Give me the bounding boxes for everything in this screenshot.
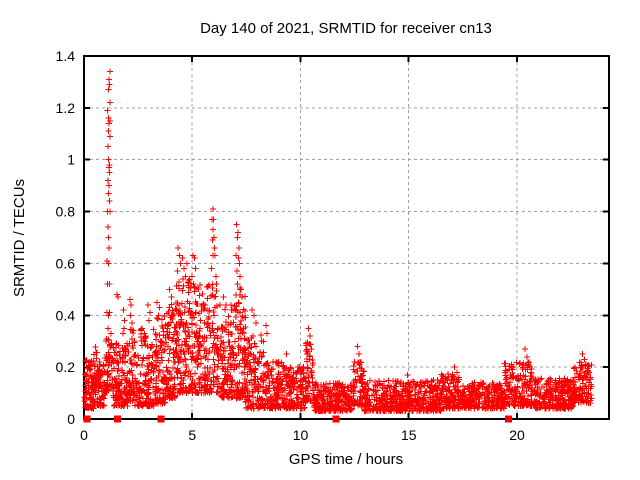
- tick-labels: 0 5 10 15 20 0 0.2 0.4 0.6 0.8 1 1.2 1.4: [56, 48, 525, 443]
- x-tick-label: 10: [293, 427, 309, 443]
- gridlines: [84, 56, 609, 419]
- x-tick-label: 15: [401, 427, 417, 443]
- y-tick-label: 0.2: [56, 359, 76, 375]
- y-tick-label: 0.6: [56, 255, 76, 271]
- x-tick-label: 20: [509, 427, 525, 443]
- y-tick-label: 0: [67, 411, 75, 427]
- srmtid-data-points: [81, 68, 595, 415]
- chart-title: Day 140 of 2021, SRMTID for receiver cn1…: [200, 20, 492, 37]
- x-axis-label: GPS time / hours: [289, 451, 403, 468]
- grid-path: [84, 56, 609, 419]
- x-tick-label: 0: [80, 427, 88, 443]
- y-tick-label: 1: [67, 152, 75, 168]
- y-axis-label: SRMTID / TECUs: [11, 179, 28, 297]
- axes-border-and-ticks: [83, 55, 610, 420]
- y-tick-label: 0.4: [56, 307, 76, 323]
- y-tick-label: 1.4: [56, 48, 76, 64]
- y-tick-label: 0.8: [56, 204, 76, 220]
- axes-path: [83, 55, 610, 420]
- x-tick-label: 5: [188, 427, 196, 443]
- y-tick-label: 1.2: [56, 100, 76, 116]
